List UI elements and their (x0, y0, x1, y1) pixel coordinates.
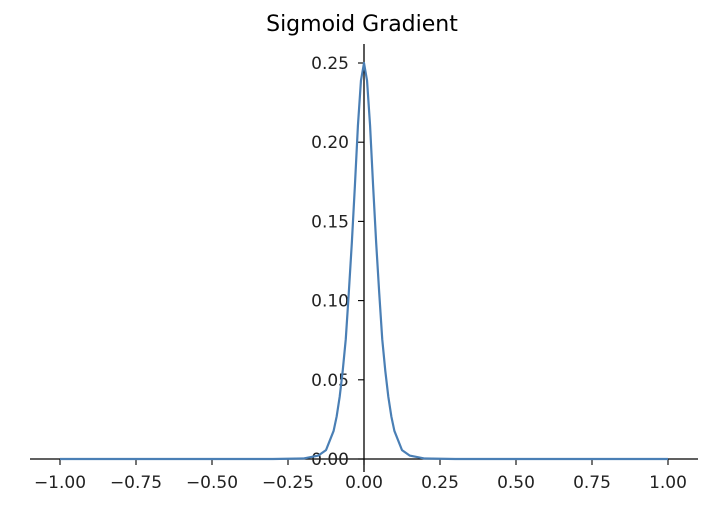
plot-area (60, 61, 668, 461)
x-tick-label: −1.00 (34, 473, 86, 493)
x-tick-label: 0.75 (573, 473, 611, 493)
x-tick-label: 0.25 (421, 473, 459, 493)
x-tick-label: −0.50 (186, 473, 238, 493)
y-tick-label: 0.10 (311, 292, 349, 312)
chart-title: Sigmoid Gradient (266, 12, 458, 37)
y-tick-label: 0.20 (311, 133, 349, 153)
y-tick-label: 0.15 (311, 212, 349, 232)
x-tick-label: 1.00 (649, 473, 687, 493)
x-tick-label: −0.75 (110, 473, 162, 493)
y-tick-label: 0.00 (311, 450, 349, 470)
x-tick-label: −0.25 (262, 473, 314, 493)
axes: −1.00 −0.75 −0.50 −0.25 0.00 0.25 0.50 0.75 1.00… (30, 44, 698, 493)
x-tick-label: 0.50 (497, 473, 535, 493)
x-tick-label: 0.00 (345, 473, 383, 493)
sigmoid-gradient-line (60, 61, 668, 461)
y-tick-label: 0.05 (311, 371, 349, 391)
y-tick-label: 0.25 (311, 54, 349, 74)
